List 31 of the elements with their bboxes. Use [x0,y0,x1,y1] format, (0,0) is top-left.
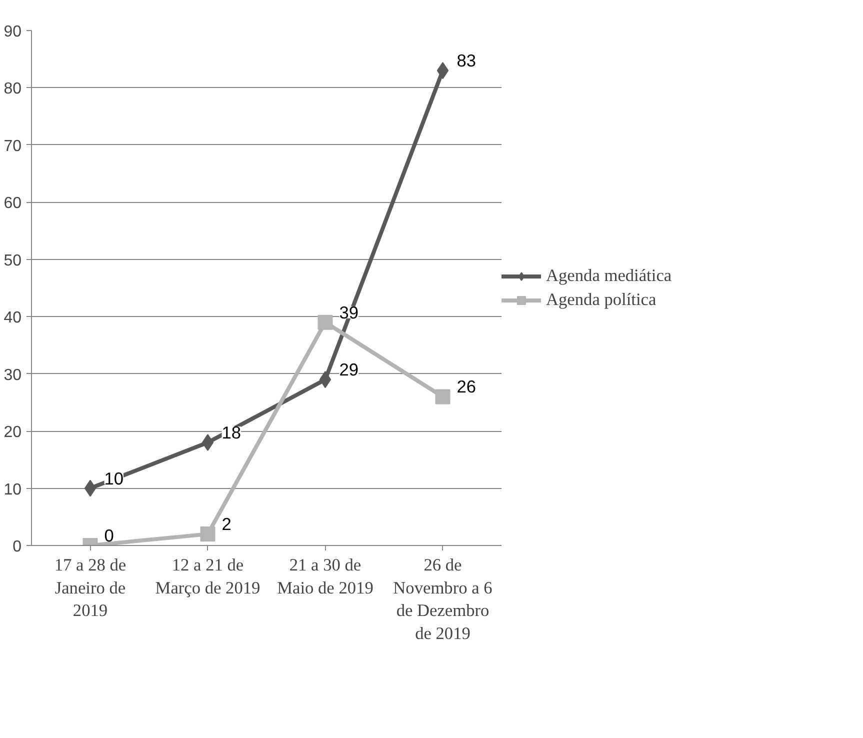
point [435,389,450,404]
point [318,314,333,330]
data-label: 0 [104,526,114,546]
data-label: 10 [104,468,124,488]
y-tick-label: 0 [12,538,22,556]
x-tick-label: 12 a 21 de Março de 2019 [155,556,260,598]
x-tick-label: 21 a 30 de Maio de 2019 [277,556,374,598]
x-tick-label: 17 a 28 de Janeiro de 2019 [54,556,126,620]
y-tick-label: 90 [4,24,22,40]
y-tick-label: 80 [4,80,22,98]
legend-label: Agenda política [546,290,658,310]
y-tick-label: 40 [4,310,22,327]
data-label: 26 [456,376,476,397]
y-tick-label: 60 [4,195,22,212]
data-label: 39 [339,302,359,322]
data-label: 2 [222,514,232,534]
y-tick-label: 20 [4,424,22,442]
y-tick-label: 10 [4,481,22,498]
point [436,62,449,80]
x-tick-label: 26 de Novembro a 6 de Dezembro de 2019 [393,556,493,643]
point [84,480,96,497]
data-label: 18 [222,422,242,442]
data-label: 83 [456,50,476,71]
y-tick-label: 70 [4,138,22,155]
point [319,371,332,388]
point [200,526,216,542]
data-label: 29 [339,360,359,380]
y-tick-label: 50 [4,252,22,270]
legend-label: Agenda mediática [546,266,672,286]
y-tick-label: 30 [4,366,22,384]
point [202,434,214,451]
